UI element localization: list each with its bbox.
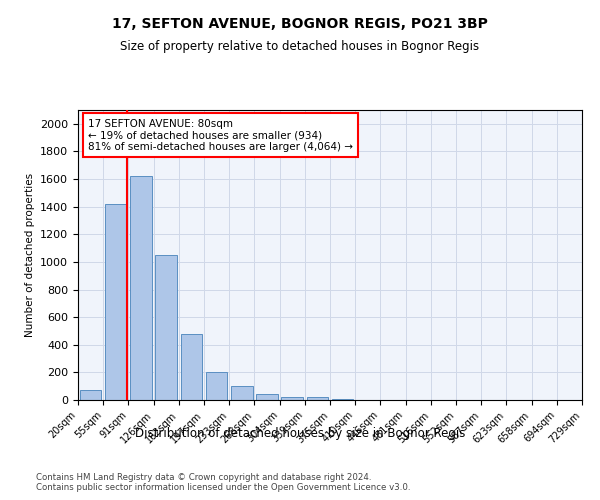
Bar — [332, 398, 353, 400]
Bar — [206, 372, 227, 400]
Text: Distribution of detached houses by size in Bognor Regis: Distribution of detached houses by size … — [135, 428, 465, 440]
Text: 17 SEFTON AVENUE: 80sqm
← 19% of detached houses are smaller (934)
81% of semi-d: 17 SEFTON AVENUE: 80sqm ← 19% of detache… — [88, 118, 353, 152]
Bar — [181, 334, 202, 400]
Bar — [281, 396, 303, 400]
Bar — [231, 386, 253, 400]
Bar — [130, 176, 152, 400]
Text: Size of property relative to detached houses in Bognor Regis: Size of property relative to detached ho… — [121, 40, 479, 53]
Bar — [105, 204, 127, 400]
Bar — [307, 397, 328, 400]
Y-axis label: Number of detached properties: Number of detached properties — [25, 173, 35, 337]
Bar — [155, 255, 177, 400]
Bar — [80, 390, 101, 400]
Bar — [256, 394, 278, 400]
Text: Contains HM Land Registry data © Crown copyright and database right 2024.
Contai: Contains HM Land Registry data © Crown c… — [36, 472, 410, 492]
Text: 17, SEFTON AVENUE, BOGNOR REGIS, PO21 3BP: 17, SEFTON AVENUE, BOGNOR REGIS, PO21 3B… — [112, 18, 488, 32]
